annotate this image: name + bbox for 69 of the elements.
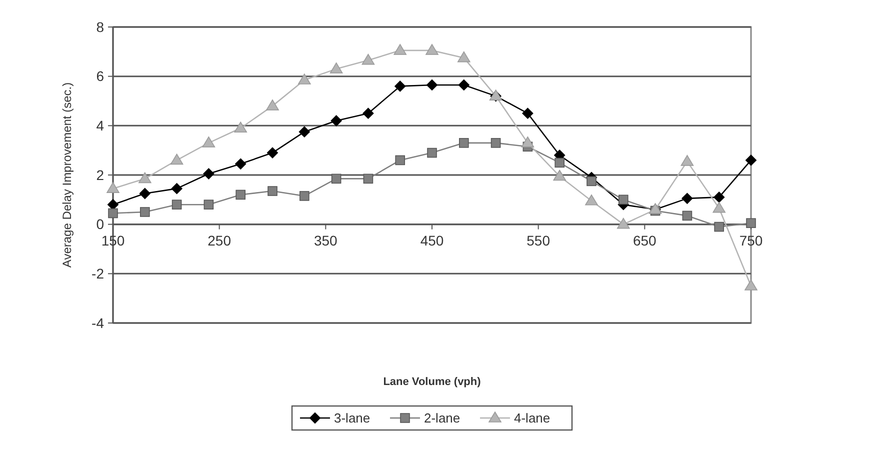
point [266, 100, 279, 110]
point [235, 158, 246, 170]
point [426, 44, 438, 55]
point [553, 170, 566, 181]
y-tick-label: 0 [96, 216, 104, 232]
legend-label: 2-lane [424, 410, 460, 426]
point [427, 148, 437, 158]
point [394, 44, 406, 55]
x-axis-title: Lane Volume (vph) [383, 376, 482, 388]
point [202, 136, 216, 148]
point [268, 186, 278, 196]
y-tick-label: 2 [96, 166, 104, 183]
point [586, 176, 596, 186]
point [458, 51, 470, 62]
x-tick-label: 250 [208, 232, 232, 248]
point [172, 200, 182, 210]
point [682, 192, 693, 204]
x-tick-label: 550 [526, 232, 550, 248]
point [522, 108, 534, 119]
legend-label: 4-lane [514, 410, 550, 426]
point [746, 154, 756, 166]
point [140, 207, 150, 217]
y-tick-label: -4 [92, 314, 104, 331]
point [426, 79, 438, 90]
point [298, 126, 310, 138]
point [363, 174, 374, 184]
point [680, 155, 694, 166]
y-tick-label: -2 [92, 266, 104, 282]
legend-label: 3-lane [334, 410, 370, 426]
y-tick-label: 4 [96, 118, 104, 134]
point [490, 138, 501, 148]
point [331, 174, 342, 184]
point [394, 80, 406, 92]
point [458, 79, 470, 90]
point [138, 172, 152, 184]
point [362, 108, 374, 119]
point [554, 158, 564, 168]
point [362, 54, 375, 65]
point [267, 147, 278, 158]
point [330, 62, 343, 74]
point [236, 190, 246, 200]
x-tick-label: 450 [420, 232, 444, 248]
point [585, 194, 598, 206]
point [682, 210, 692, 221]
point [618, 194, 628, 205]
y-axis-title: Average Delay Improvement (sec.) [60, 82, 74, 268]
point [106, 182, 120, 193]
point [298, 74, 311, 84]
point [203, 168, 214, 180]
point [744, 280, 758, 290]
point [521, 136, 534, 148]
point [234, 122, 247, 133]
point [459, 138, 469, 148]
x-tick-label: 650 [632, 232, 657, 248]
point [330, 115, 342, 126]
point [204, 200, 214, 210]
point [171, 183, 182, 194]
point [300, 191, 310, 201]
point [139, 188, 150, 199]
point [712, 202, 726, 213]
y-tick-label: 8 [96, 18, 104, 35]
point [714, 192, 725, 203]
x-tick-label: 350 [314, 232, 338, 248]
point [395, 155, 405, 166]
point [714, 222, 724, 232]
point [170, 154, 184, 165]
point [108, 208, 118, 218]
y-tick-label: 6 [96, 68, 104, 84]
point [617, 218, 630, 229]
